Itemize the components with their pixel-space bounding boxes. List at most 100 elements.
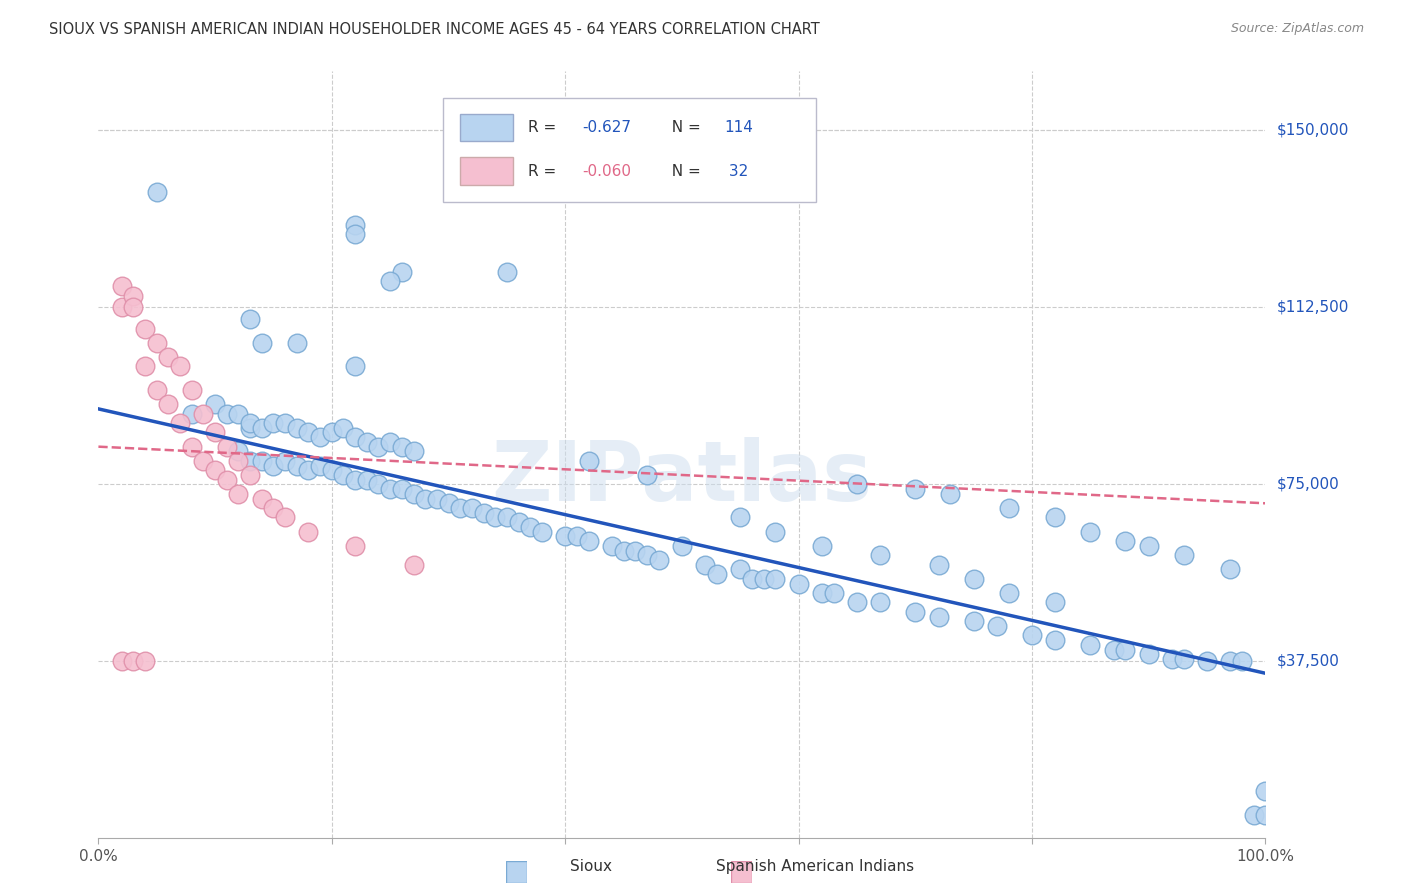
- Point: [239, 312, 262, 326]
- Text: -0.060: -0.060: [582, 163, 631, 178]
- Text: R =: R =: [527, 120, 561, 135]
- Text: N =: N =: [662, 163, 706, 178]
- Text: Source: ZipAtlas.com: Source: ZipAtlas.com: [1230, 22, 1364, 36]
- Point: [157, 350, 180, 364]
- Point: [344, 218, 367, 232]
- Point: [869, 595, 891, 609]
- Point: [228, 487, 250, 501]
- Point: [1045, 633, 1067, 648]
- Point: [578, 534, 600, 549]
- Point: [1161, 652, 1184, 666]
- Point: [1173, 548, 1195, 562]
- Point: [730, 562, 752, 576]
- Point: [636, 548, 658, 562]
- Point: [962, 615, 984, 629]
- Point: [262, 416, 284, 430]
- Point: [250, 491, 273, 506]
- Point: [904, 605, 927, 619]
- Point: [1219, 562, 1241, 576]
- Point: [1243, 808, 1265, 822]
- Point: [146, 335, 169, 350]
- Point: [228, 454, 250, 468]
- Point: [413, 491, 436, 506]
- Text: 32: 32: [724, 163, 748, 178]
- Point: [647, 553, 669, 567]
- Point: [332, 421, 354, 435]
- Point: [402, 487, 425, 501]
- Text: 114: 114: [724, 120, 752, 135]
- Point: [193, 407, 215, 421]
- Point: [1230, 655, 1253, 669]
- Point: [134, 321, 156, 335]
- Point: [122, 301, 145, 315]
- Point: [530, 524, 553, 539]
- Point: [344, 473, 367, 487]
- Point: [285, 421, 308, 435]
- Point: [309, 430, 332, 444]
- Point: [215, 473, 238, 487]
- Point: [250, 421, 273, 435]
- Point: [321, 425, 343, 440]
- Point: [496, 510, 519, 524]
- Point: [391, 265, 413, 279]
- Point: [484, 510, 506, 524]
- Point: [426, 491, 449, 506]
- Point: [846, 477, 869, 491]
- Point: [321, 463, 343, 477]
- Point: [671, 539, 693, 553]
- Point: [496, 265, 519, 279]
- Point: [215, 440, 238, 454]
- Point: [134, 359, 156, 374]
- Point: [1021, 628, 1043, 642]
- Point: [250, 454, 273, 468]
- Point: [111, 301, 134, 315]
- Point: [215, 407, 238, 421]
- Point: [122, 288, 145, 302]
- Point: [1137, 539, 1160, 553]
- Point: [763, 524, 786, 539]
- Point: [239, 416, 262, 430]
- Text: $75,000: $75,000: [1277, 477, 1340, 491]
- Point: [239, 467, 262, 482]
- Point: [869, 548, 891, 562]
- Point: [600, 539, 623, 553]
- Point: [274, 454, 297, 468]
- Point: [367, 440, 389, 454]
- Point: [1080, 638, 1102, 652]
- Point: [939, 487, 962, 501]
- Point: [613, 543, 636, 558]
- Point: [297, 524, 319, 539]
- Point: [204, 397, 226, 411]
- Point: [811, 539, 834, 553]
- Point: [1045, 510, 1067, 524]
- Point: [928, 558, 950, 572]
- Point: [309, 458, 332, 473]
- Text: Sioux: Sioux: [569, 859, 612, 874]
- Point: [695, 558, 717, 572]
- Point: [239, 421, 262, 435]
- Point: [706, 567, 728, 582]
- Point: [636, 467, 658, 482]
- Point: [1195, 655, 1218, 669]
- Point: [752, 572, 775, 586]
- Point: [180, 440, 202, 454]
- Point: [180, 383, 202, 397]
- Point: [344, 359, 367, 374]
- Point: [1137, 648, 1160, 662]
- Point: [250, 335, 273, 350]
- Point: [380, 275, 402, 289]
- FancyBboxPatch shape: [443, 98, 815, 202]
- Point: [823, 586, 845, 600]
- Point: [508, 515, 530, 529]
- Point: [928, 609, 950, 624]
- Text: $150,000: $150,000: [1277, 123, 1348, 138]
- FancyBboxPatch shape: [460, 157, 513, 185]
- Point: [367, 477, 389, 491]
- Point: [356, 473, 378, 487]
- Text: Spanish American Indians: Spanish American Indians: [717, 859, 914, 874]
- Point: [402, 558, 425, 572]
- Point: [274, 416, 297, 430]
- Point: [380, 482, 402, 496]
- Point: [297, 425, 319, 440]
- Point: [391, 440, 413, 454]
